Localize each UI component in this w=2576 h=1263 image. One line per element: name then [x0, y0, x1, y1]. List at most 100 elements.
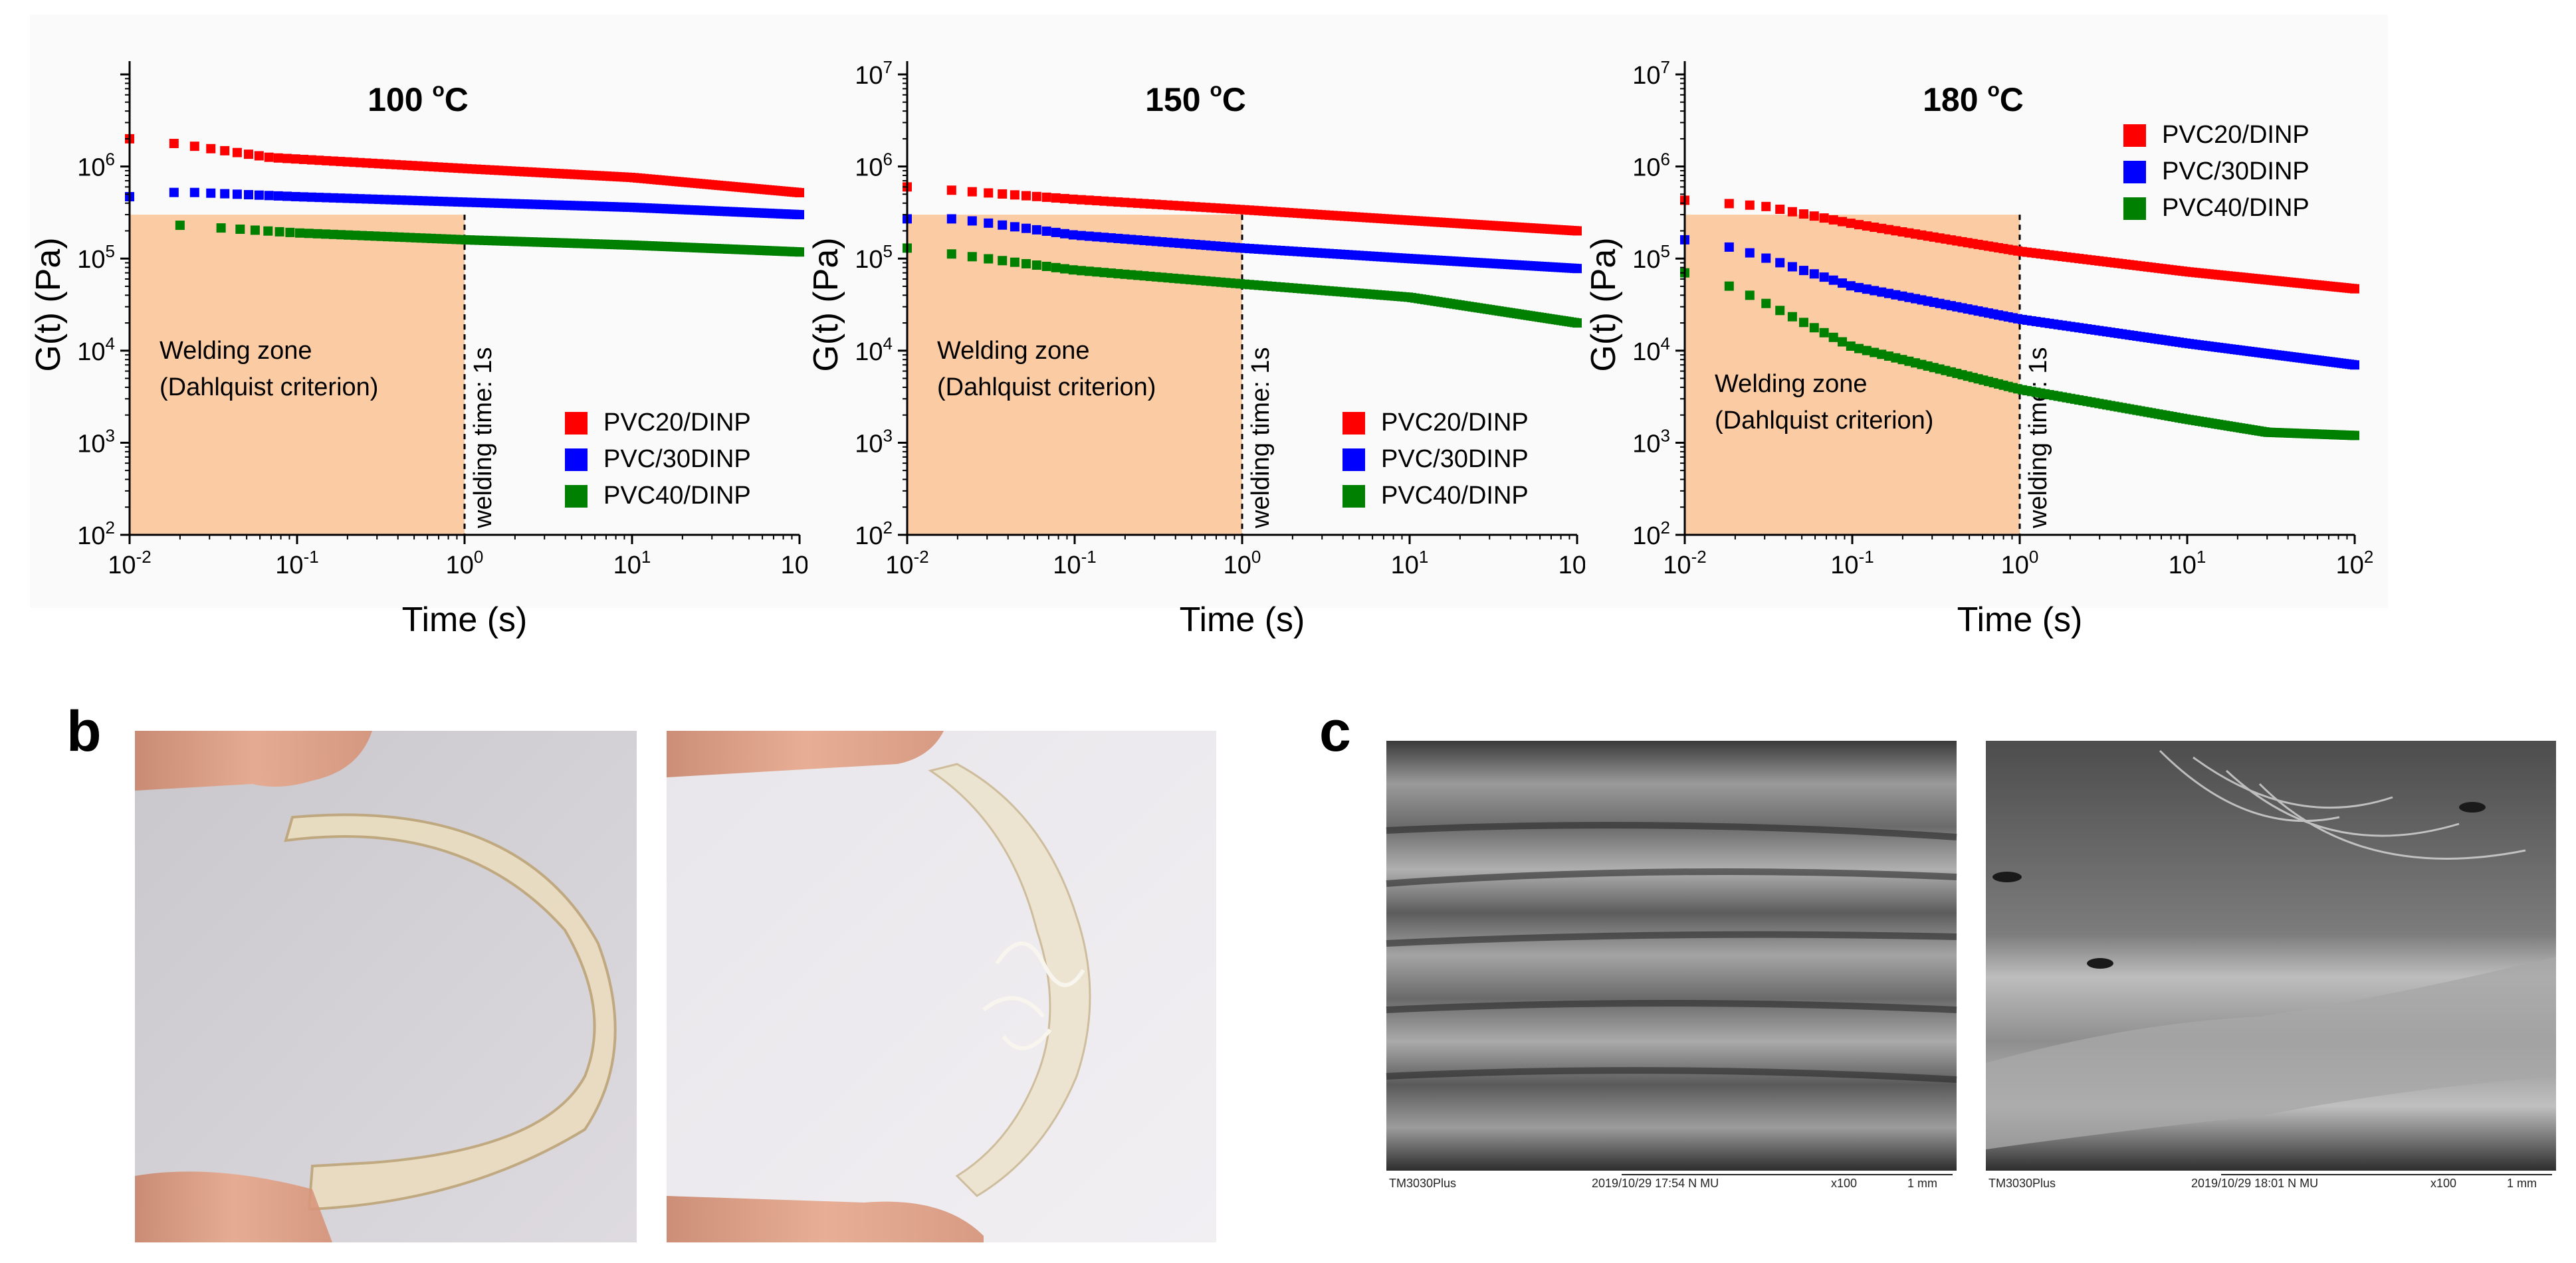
- sem-scale: 1 mm: [1907, 1177, 1937, 1190]
- data-point: [967, 187, 977, 197]
- data-point: [946, 214, 956, 224]
- data-point: [1077, 231, 1087, 241]
- data-point: [1862, 221, 1872, 231]
- data-point: [304, 229, 314, 239]
- legend-label: PVC/30DINP: [603, 445, 751, 473]
- data-point: [1041, 261, 1051, 271]
- data-point: [1854, 220, 1864, 230]
- y-tick-label: 104: [1632, 334, 1670, 366]
- welding-zone: [130, 215, 465, 535]
- welding-time-label: welding time: 1s: [2024, 347, 2052, 529]
- data-point: [299, 192, 309, 202]
- data-point: [1021, 258, 1031, 268]
- sem-datetime: 2019/10/29 17:54 N MU: [1592, 1177, 1719, 1190]
- data-point: [795, 210, 804, 220]
- data-point: [984, 218, 994, 228]
- welding-zone-label: Welding zone: [160, 337, 312, 365]
- data-point: [285, 227, 295, 237]
- data-point: [946, 249, 956, 259]
- legend-swatch: [2123, 197, 2146, 220]
- data-point: [998, 256, 1008, 266]
- data-point: [264, 152, 274, 162]
- data-point: [1031, 225, 1041, 235]
- x-tick-label: 100: [1224, 547, 1261, 579]
- data-point: [998, 220, 1008, 230]
- data-point: [1099, 233, 1109, 243]
- data-point: [967, 216, 977, 226]
- data-point: [1819, 213, 1829, 223]
- x-tick-label: 100: [2001, 547, 2039, 579]
- data-point: [1068, 265, 1078, 275]
- data-point: [1877, 349, 1887, 359]
- data-point: [328, 229, 338, 239]
- y-tick-label: 104: [855, 334, 893, 366]
- sem-caption-left: TM3030Plus 2019/10/29 17:54 N MU x100 1 …: [1389, 1174, 1953, 1190]
- data-point: [1031, 260, 1041, 270]
- data-point: [1745, 248, 1755, 258]
- legend-label: PVC20/DINP: [1381, 409, 1529, 437]
- sem-image-layered-surface: [1386, 741, 1957, 1191]
- data-point: [169, 187, 179, 197]
- series-pvc40dinp: [903, 243, 1582, 328]
- data-point: [1084, 231, 1094, 241]
- x-tick-label: 10-2: [885, 547, 928, 579]
- data-point: [1724, 242, 1734, 252]
- series-pvc40dinp: [175, 221, 804, 257]
- data-point: [1084, 195, 1094, 205]
- data-point: [1846, 281, 1856, 291]
- legend-label: PVC40/DINP: [1381, 482, 1529, 510]
- y-tick-label: 103: [77, 425, 115, 458]
- chart-title: 150 oC: [1145, 79, 1246, 118]
- data-point: [1828, 275, 1838, 285]
- chart-100c: Welding zone (Dahlquist criterion) welding…: [29, 15, 833, 639]
- series-pvc20dinp: [903, 182, 1582, 236]
- data-point: [1041, 192, 1051, 202]
- chart-title: 100 oC: [368, 79, 469, 118]
- legend-label: PVC20/DINP: [2162, 121, 2309, 149]
- x-tick-label: 10-1: [1053, 547, 1096, 579]
- data-point: [216, 223, 226, 233]
- chart-title: 180 oC: [1923, 79, 2024, 118]
- legend-swatch: [565, 448, 588, 471]
- data-point: [1092, 196, 1102, 206]
- legend: PVC20/DINP PVC/30DINP PVC40/DINP: [1342, 409, 1529, 510]
- data-point: [1838, 217, 1848, 227]
- y-tick-label: 105: [855, 241, 893, 274]
- welding-zone-label: Welding zone: [937, 337, 1090, 365]
- data-point: [220, 189, 230, 199]
- chart-180c: Welding zone (Dahlquist criterion) welding…: [1584, 15, 2388, 639]
- data-point: [1775, 306, 1785, 316]
- data-point: [254, 190, 264, 200]
- data-point: [282, 191, 292, 201]
- x-tick-label: 101: [1391, 547, 1429, 579]
- y-tick-label: 106: [77, 149, 115, 182]
- sem-caption-right: TM3030Plus 2019/10/29 18:01 N MU x100 1 …: [1988, 1174, 2552, 1190]
- data-point: [1846, 341, 1856, 351]
- data-point: [1068, 230, 1078, 240]
- data-point: [263, 226, 273, 236]
- panel-label-b: b: [66, 700, 102, 763]
- legend-label: PVC40/DINP: [2162, 194, 2309, 222]
- chart-150c: Welding zone (Dahlquist criterion) welding…: [807, 15, 1610, 639]
- legend-label: PVC40/DINP: [603, 482, 751, 510]
- data-point: [1041, 226, 1051, 236]
- data-point: [1724, 281, 1734, 291]
- data-point: [1060, 229, 1070, 239]
- x-tick-label: 101: [2169, 547, 2206, 579]
- x-tick-label: 10-2: [1663, 547, 1706, 579]
- data-point: [998, 189, 1008, 199]
- x-tick-label: 10-2: [108, 547, 151, 579]
- welding-zone-sublabel: (Dahlquist criterion): [160, 373, 378, 401]
- x-tick-label: 10-1: [275, 547, 318, 579]
- sem-magnification: x100: [1831, 1177, 1857, 1190]
- x-tick-label: 101: [613, 547, 651, 579]
- legend-label: PVC20/DINP: [603, 409, 751, 437]
- data-point: [243, 149, 253, 159]
- data-point: [795, 247, 804, 257]
- data-point: [306, 155, 316, 165]
- data-point: [1031, 191, 1041, 201]
- series-pvc20dinp: [125, 134, 804, 197]
- data-point: [1862, 284, 1872, 294]
- data-point: [1077, 266, 1087, 276]
